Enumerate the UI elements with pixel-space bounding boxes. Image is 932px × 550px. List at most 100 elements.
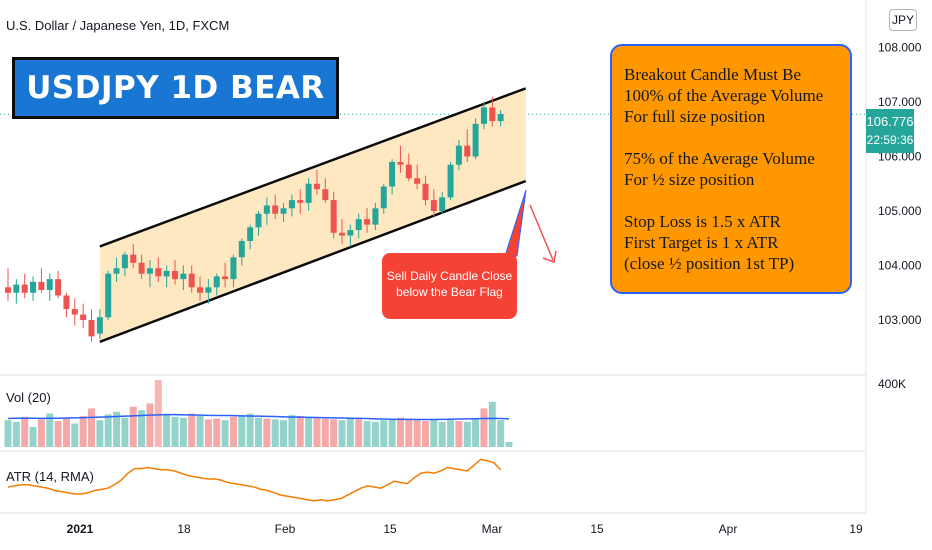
candle-body: [247, 227, 254, 241]
rule-line: Stop Loss is 1.5 x ATR: [624, 212, 781, 231]
candle-body: [480, 107, 487, 124]
candle-body: [188, 273, 195, 288]
candle-body: [113, 268, 120, 274]
candle-body: [464, 145, 471, 157]
volume-pane-label: Vol (20): [6, 390, 51, 405]
volume-bar: [413, 420, 421, 447]
candle-body: [272, 205, 279, 214]
y-tick-label: 108.000: [878, 41, 922, 55]
volume-bar: [12, 421, 20, 447]
axes-layer: 108.000 107.000 106.000 105.000 104.000 103.0…: [67, 41, 922, 537]
projected-move-arrowhead: [542, 250, 557, 264]
candle-body: [297, 200, 304, 203]
callout-layer: [504, 189, 557, 264]
volume-bar: [238, 415, 246, 447]
volume-bar: [21, 416, 29, 447]
volume-bar: [321, 418, 329, 447]
candle-body: [121, 254, 128, 269]
candle-body: [439, 197, 446, 211]
volume-bar: [113, 411, 121, 447]
volume-bar: [179, 417, 187, 447]
candle-body: [347, 230, 354, 236]
candle-body: [163, 270, 170, 277]
volume-bar: [196, 416, 204, 447]
candle-body: [130, 254, 137, 263]
volume-ma-line: [7, 413, 510, 421]
candle-body: [71, 309, 78, 315]
candle-body: [205, 287, 212, 293]
volume-bar: [480, 408, 488, 447]
volume-bar: [37, 419, 45, 447]
volume-bar: [246, 413, 254, 447]
candle-body: [197, 287, 204, 293]
candle-body: [455, 145, 462, 165]
volume-bar: [71, 423, 79, 447]
volume-bar: [46, 413, 54, 447]
volume-bar: [146, 403, 154, 447]
volume-bar: [263, 418, 271, 447]
trading-rules-box: Breakout Candle Must Be 100% of the Aver…: [610, 44, 852, 294]
candle-body: [5, 287, 11, 293]
symbol-title: U.S. Dollar / Japanese Yen, 1D, FXCM: [6, 18, 230, 33]
volume-bar: [505, 441, 513, 447]
candle-body: [389, 161, 396, 187]
candle-body: [305, 183, 312, 203]
candle-body: [222, 276, 229, 280]
candle-body: [288, 200, 295, 209]
volume-bar: [213, 418, 221, 447]
volume-tick-label: 400K: [878, 377, 906, 391]
candle-body: [55, 279, 62, 296]
volume-bar: [497, 420, 505, 447]
candle-body: [13, 284, 20, 293]
volume-bar: [346, 418, 354, 447]
volume-bar: [79, 416, 87, 447]
rule-line: For ½ size position: [624, 170, 755, 189]
volume-bar: [330, 419, 338, 447]
volume-bar: [163, 415, 171, 447]
bear-flag-channel: [99, 87, 527, 343]
volume-bar: [138, 410, 146, 447]
volume-bar: [455, 421, 463, 447]
atr-line: [7, 458, 502, 502]
rule-line: For full size position: [624, 107, 766, 126]
x-tick-label: 18: [177, 522, 191, 536]
y-tick-label: 105.000: [878, 204, 922, 218]
volume-bar: [438, 421, 446, 447]
x-tick-label: Mar: [482, 522, 503, 536]
candle-body: [430, 200, 437, 211]
bar-countdown: 22:59:36: [866, 133, 914, 147]
candle-body: [405, 164, 412, 179]
currency-badge[interactable]: JPY: [889, 9, 917, 31]
volume-bar: [422, 421, 429, 447]
candle-body: [280, 208, 287, 214]
volume-bar: [296, 416, 304, 447]
volume-bar: [62, 417, 70, 447]
candle-body: [313, 183, 320, 190]
volume-series: [4, 380, 513, 447]
atr-pane-label: ATR (14, RMA): [6, 469, 94, 484]
candle-body: [489, 107, 496, 122]
candle-body: [447, 164, 454, 198]
bear-flag-fill: [99, 88, 526, 342]
volume-bar: [305, 416, 313, 447]
rule-line: Breakout Candle Must Be: [624, 65, 802, 84]
candle-body: [255, 213, 262, 228]
volume-bar: [472, 418, 480, 447]
x-tick-label: Apr: [719, 522, 738, 536]
volume-bar: [154, 380, 162, 447]
volume-bar: [313, 417, 321, 447]
candle-body: [397, 161, 404, 165]
candle-body: [146, 268, 153, 274]
x-tick-label: 15: [383, 522, 397, 536]
volume-bar: [171, 416, 179, 447]
sell-note-line: Sell Daily Candle Close: [386, 269, 513, 283]
volume-bar: [121, 417, 129, 447]
x-tick-label: Feb: [275, 522, 296, 536]
candle-body: [238, 240, 245, 258]
x-tick-label: 2021: [67, 522, 94, 536]
volume-bar: [288, 415, 296, 447]
last-price-value: 106.776: [866, 114, 914, 129]
y-tick-label: 103.000: [878, 313, 922, 327]
volume-bar: [104, 414, 112, 447]
candle-body: [355, 219, 362, 231]
